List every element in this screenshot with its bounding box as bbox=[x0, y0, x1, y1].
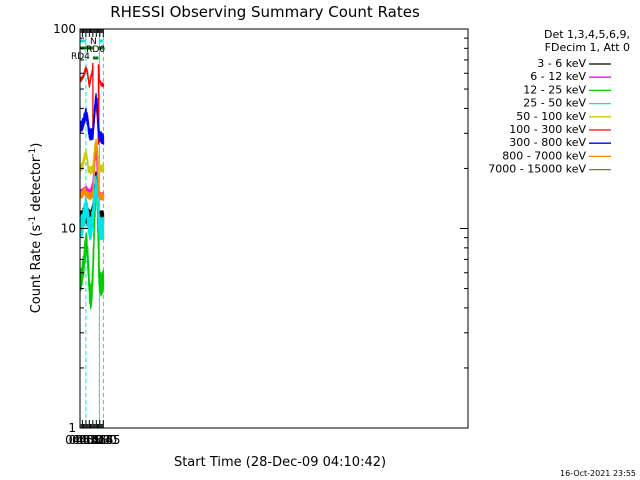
legend-header: Det 1,3,4,5,6,9, bbox=[544, 28, 630, 41]
y-axis-label-exponent: -1 bbox=[28, 216, 38, 225]
axes-frame: 1 10 100 04:1504:3004:4505:0005:1505:3005:4… bbox=[53, 22, 469, 447]
y-axis-label-exponent: -1 bbox=[28, 148, 38, 157]
legend: Det 1,3,4,5,6,9,FDecim 1, Att 0 3 - 6 keV… bbox=[488, 28, 630, 176]
night-label: N bbox=[90, 37, 97, 47]
x-tick-label: 04:30 bbox=[69, 433, 104, 447]
x-tick-label: 04:15 bbox=[65, 433, 100, 447]
series-line-4 bbox=[80, 175, 105, 241]
legend-label: 25 - 50 keV bbox=[523, 97, 586, 110]
legend-label: 6 - 12 keV bbox=[530, 70, 586, 83]
legend-label: 800 - 7000 keV bbox=[502, 149, 586, 162]
chart-title: RHESSI Observing Summary Count Rates bbox=[110, 3, 420, 21]
x-tick-label: 05:30 bbox=[83, 433, 118, 447]
x-tick-label: 04:45 bbox=[72, 433, 107, 447]
y-axis-label-part: Count Rate (s bbox=[29, 225, 44, 314]
series-line-7 bbox=[80, 93, 105, 145]
timestamp: 16-Oct-2021 23:55 bbox=[560, 469, 636, 478]
series-line-8 bbox=[80, 142, 105, 201]
x-axis-label: Start Time (28-Dec-09 04:10:42) bbox=[174, 455, 386, 470]
legend-label: 12 - 25 keV bbox=[523, 83, 586, 96]
series-line-3 bbox=[80, 178, 105, 310]
y-axis-label-part: ) bbox=[29, 143, 44, 148]
legend-label: 300 - 800 keV bbox=[509, 136, 586, 149]
y-axis-label-part: detector bbox=[29, 156, 44, 216]
legend-label: 3 - 6 keV bbox=[537, 57, 586, 70]
y-tick-label: 1 bbox=[68, 421, 76, 435]
series-group bbox=[80, 29, 105, 428]
legend-label: 100 - 300 keV bbox=[509, 123, 586, 136]
x-tick-label: 05:15 bbox=[79, 433, 114, 447]
legend-label: 50 - 100 keV bbox=[516, 110, 586, 123]
series-line-6 bbox=[80, 62, 105, 145]
x-tick-label: 05:45 bbox=[86, 433, 121, 447]
y-axis-label: Count Rate (s-1 detector-1) bbox=[28, 143, 44, 314]
y-tick-label: 10 bbox=[61, 222, 76, 236]
series-line-5 bbox=[80, 138, 105, 175]
plot-border bbox=[79, 28, 469, 429]
rd4-label: RD4 bbox=[71, 52, 90, 62]
legend-header: FDecim 1, Att 0 bbox=[545, 41, 630, 54]
y-tick-label: 100 bbox=[53, 22, 76, 36]
rd0-label: RD0 bbox=[86, 45, 105, 55]
x-tick-label: 05:00 bbox=[76, 433, 111, 447]
legend-label: 7000 - 15000 keV bbox=[488, 163, 586, 176]
